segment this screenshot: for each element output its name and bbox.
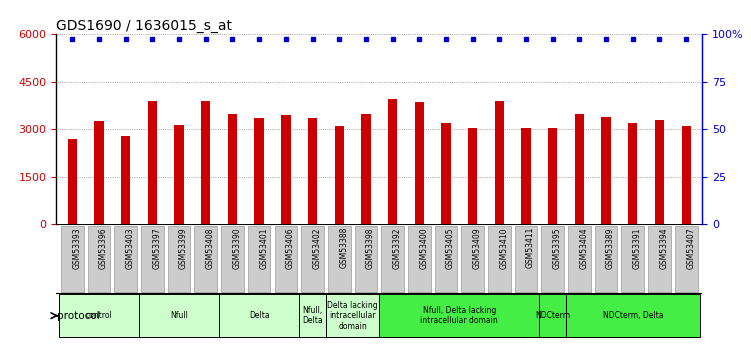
Bar — [622, 226, 644, 292]
Bar — [388, 99, 397, 224]
Bar — [174, 125, 184, 224]
Bar — [566, 294, 699, 337]
Bar — [354, 226, 377, 292]
Bar — [59, 294, 139, 337]
Text: GSM53404: GSM53404 — [580, 227, 589, 269]
Text: Nfull,
Delta: Nfull, Delta — [302, 306, 323, 325]
Text: protocol: protocol — [57, 311, 100, 321]
Text: GSM53397: GSM53397 — [152, 227, 161, 269]
Bar — [681, 126, 691, 224]
Bar — [139, 294, 219, 337]
Bar — [281, 115, 291, 224]
Bar — [61, 226, 83, 292]
Text: GSM53407: GSM53407 — [686, 227, 695, 269]
Bar — [141, 226, 164, 292]
Bar — [68, 139, 77, 224]
Bar — [248, 226, 270, 292]
Bar — [328, 226, 351, 292]
Bar — [602, 117, 611, 224]
Bar — [255, 118, 264, 224]
Bar — [121, 136, 131, 224]
Bar — [382, 226, 404, 292]
Text: NDCterm: NDCterm — [535, 311, 570, 320]
Bar — [648, 226, 671, 292]
Bar — [326, 294, 379, 337]
Bar — [521, 128, 531, 224]
Text: Delta: Delta — [249, 311, 270, 320]
Text: GSM53408: GSM53408 — [206, 227, 215, 268]
Text: GSM53411: GSM53411 — [526, 227, 535, 268]
Text: Nfull, Delta lacking
intracellular domain: Nfull, Delta lacking intracellular domai… — [421, 306, 498, 325]
Text: GSM53398: GSM53398 — [366, 227, 375, 268]
Text: GSM53399: GSM53399 — [179, 227, 188, 269]
Text: GSM53390: GSM53390 — [233, 227, 242, 269]
Bar — [221, 226, 244, 292]
Bar — [488, 226, 511, 292]
Text: GSM53403: GSM53403 — [125, 227, 134, 269]
Bar — [301, 226, 324, 292]
Bar — [541, 226, 564, 292]
Bar — [495, 101, 504, 224]
Text: GSM53394: GSM53394 — [659, 227, 668, 269]
Bar — [308, 118, 317, 224]
Text: NDCterm, Delta: NDCterm, Delta — [602, 311, 663, 320]
Text: GSM53400: GSM53400 — [419, 227, 428, 269]
Bar — [628, 123, 638, 224]
Bar — [195, 226, 217, 292]
Bar — [415, 102, 424, 224]
Text: Delta lacking
intracellular
domain: Delta lacking intracellular domain — [327, 301, 378, 331]
Bar — [575, 114, 584, 224]
Bar — [675, 226, 698, 292]
Bar — [548, 128, 557, 224]
Bar — [361, 114, 370, 224]
Text: Nfull: Nfull — [170, 311, 188, 320]
Bar — [275, 226, 297, 292]
Bar — [442, 123, 451, 224]
Bar — [514, 226, 538, 292]
Bar — [408, 226, 430, 292]
Text: GSM53393: GSM53393 — [72, 227, 81, 269]
Text: GSM53401: GSM53401 — [259, 227, 268, 268]
Bar — [148, 101, 157, 224]
Bar — [201, 101, 210, 224]
Bar — [568, 226, 591, 292]
Text: control: control — [86, 311, 113, 320]
Text: GSM53391: GSM53391 — [633, 227, 642, 268]
Bar — [219, 294, 299, 337]
Bar — [461, 226, 484, 292]
Bar — [655, 120, 664, 224]
Text: GSM53406: GSM53406 — [286, 227, 295, 269]
Text: GDS1690 / 1636015_s_at: GDS1690 / 1636015_s_at — [56, 19, 232, 33]
Bar — [114, 226, 137, 292]
Bar — [468, 128, 478, 224]
Bar — [595, 226, 617, 292]
Text: GSM53396: GSM53396 — [99, 227, 108, 269]
Bar — [539, 294, 566, 337]
Bar — [228, 114, 237, 224]
Text: GSM53395: GSM53395 — [553, 227, 562, 269]
Bar — [435, 226, 457, 292]
Bar — [334, 126, 344, 224]
Text: GSM53388: GSM53388 — [339, 227, 348, 268]
Bar — [379, 294, 539, 337]
Text: GSM53405: GSM53405 — [446, 227, 455, 269]
Bar — [299, 294, 326, 337]
Text: GSM53409: GSM53409 — [472, 227, 481, 269]
Text: GSM53402: GSM53402 — [312, 227, 321, 268]
Bar — [167, 226, 191, 292]
Text: GSM53410: GSM53410 — [499, 227, 508, 268]
Text: GSM53392: GSM53392 — [393, 227, 402, 268]
Text: GSM53389: GSM53389 — [606, 227, 615, 268]
Bar — [88, 226, 110, 292]
Bar — [95, 121, 104, 224]
